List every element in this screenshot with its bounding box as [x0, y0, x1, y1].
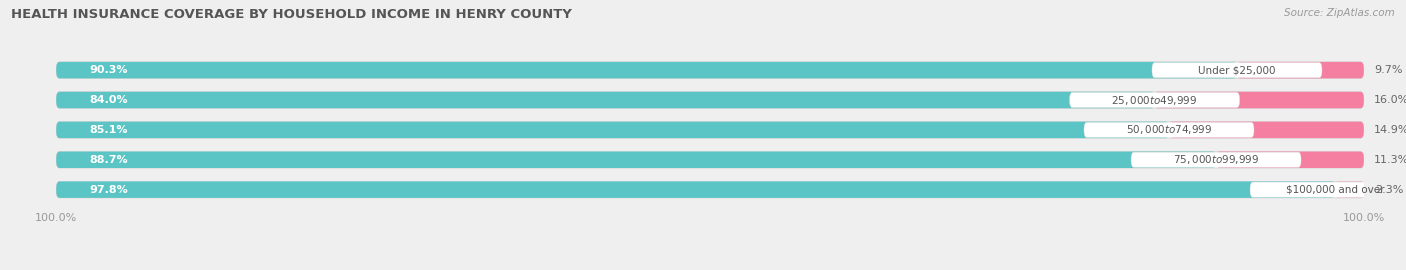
FancyBboxPatch shape: [1152, 62, 1322, 78]
Text: 2.3%: 2.3%: [1375, 185, 1405, 195]
Text: 85.1%: 85.1%: [89, 125, 128, 135]
Text: $25,000 to $49,999: $25,000 to $49,999: [1112, 93, 1198, 106]
FancyBboxPatch shape: [56, 181, 1364, 198]
FancyBboxPatch shape: [56, 151, 1216, 168]
FancyBboxPatch shape: [56, 122, 1168, 138]
FancyBboxPatch shape: [1250, 182, 1406, 197]
FancyBboxPatch shape: [1168, 122, 1364, 138]
Text: Under $25,000: Under $25,000: [1198, 65, 1275, 75]
FancyBboxPatch shape: [56, 151, 1364, 168]
Text: 88.7%: 88.7%: [89, 155, 128, 165]
FancyBboxPatch shape: [1130, 152, 1301, 167]
Text: 14.9%: 14.9%: [1374, 125, 1406, 135]
FancyBboxPatch shape: [56, 92, 1154, 108]
FancyBboxPatch shape: [1154, 92, 1364, 108]
FancyBboxPatch shape: [1216, 151, 1364, 168]
Text: 9.7%: 9.7%: [1374, 65, 1403, 75]
Text: Source: ZipAtlas.com: Source: ZipAtlas.com: [1284, 8, 1395, 18]
Text: 90.3%: 90.3%: [89, 65, 128, 75]
Text: 11.3%: 11.3%: [1374, 155, 1406, 165]
FancyBboxPatch shape: [56, 122, 1364, 138]
FancyBboxPatch shape: [56, 62, 1364, 78]
Text: 16.0%: 16.0%: [1374, 95, 1406, 105]
Text: $50,000 to $74,999: $50,000 to $74,999: [1126, 123, 1212, 136]
FancyBboxPatch shape: [1084, 122, 1254, 137]
FancyBboxPatch shape: [1336, 181, 1365, 198]
Text: $75,000 to $99,999: $75,000 to $99,999: [1173, 153, 1260, 166]
FancyBboxPatch shape: [56, 181, 1336, 198]
Text: HEALTH INSURANCE COVERAGE BY HOUSEHOLD INCOME IN HENRY COUNTY: HEALTH INSURANCE COVERAGE BY HOUSEHOLD I…: [11, 8, 572, 21]
Text: 97.8%: 97.8%: [89, 185, 128, 195]
Legend: With Coverage, Without Coverage: With Coverage, Without Coverage: [582, 266, 838, 270]
Text: 84.0%: 84.0%: [89, 95, 128, 105]
FancyBboxPatch shape: [56, 92, 1364, 108]
Text: $100,000 and over: $100,000 and over: [1286, 185, 1385, 195]
FancyBboxPatch shape: [56, 62, 1237, 78]
FancyBboxPatch shape: [1070, 92, 1240, 108]
FancyBboxPatch shape: [1237, 62, 1364, 78]
